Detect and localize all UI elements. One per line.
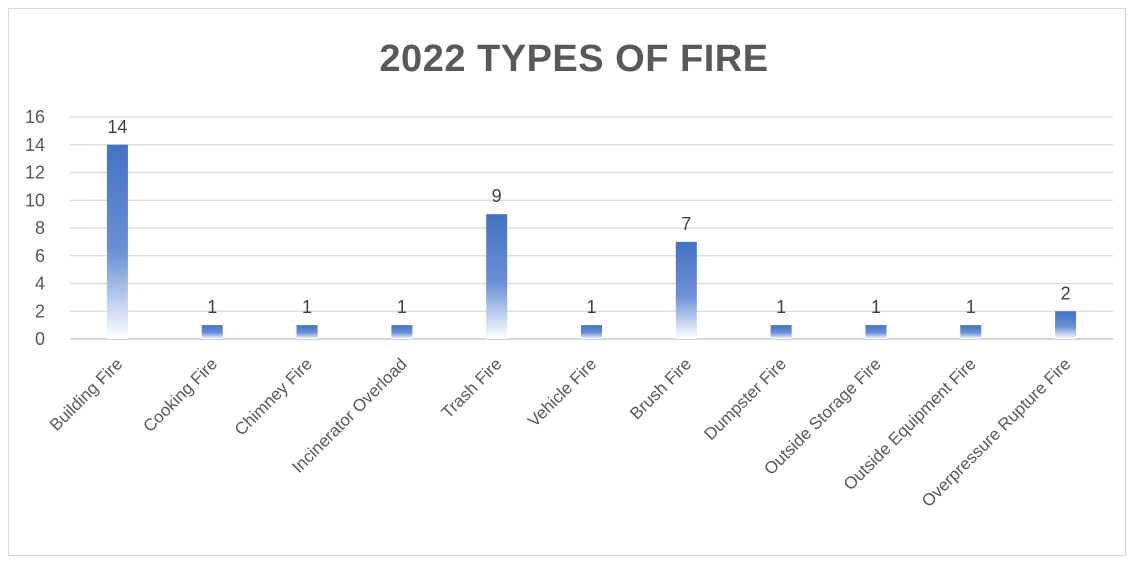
bar [1055,311,1077,339]
bar [960,325,982,339]
bar [675,241,697,339]
bars [106,144,1077,339]
y-tick-label: 4 [35,274,45,294]
x-axis-categories: Building Fire Cooking Fire Chimney FireInc… [46,354,1074,510]
bar [296,325,318,339]
bar [770,325,792,339]
x-tick-label: Building Fire [46,354,126,434]
data-label: 1 [776,297,786,317]
y-tick-label: 10 [25,190,45,210]
data-label: 1 [966,297,976,317]
bar [486,214,508,339]
data-label: 1 [207,297,217,317]
bar [581,325,602,339]
x-tick-label: Trash Fire [438,354,506,422]
x-tick-label: Vehicle Fire [524,354,600,430]
x-tick-label: Cooking Fire [139,354,221,436]
bar [106,144,128,339]
chart-title: 2022 TYPES OF FIRE [379,38,769,80]
y-tick-label: 8 [35,218,45,238]
y-tick-label: 16 [25,107,45,127]
y-tick-label: 14 [25,135,45,155]
y-tick-label: 12 [25,163,45,183]
x-tick-label: Brush Fire [626,354,695,423]
gridlines [70,116,1113,340]
data-label: 2 [1061,283,1071,303]
bar [391,325,413,339]
y-tick-label: 6 [35,246,45,266]
data-label: 1 [302,297,312,317]
data-label: 14 [107,117,127,137]
data-label: 1 [871,297,881,317]
y-tick-label: 2 [35,301,45,321]
data-label: 7 [681,214,691,234]
bar [201,325,223,339]
data-label: 1 [586,297,596,317]
data-label: 1 [397,297,407,317]
chart-frame [8,8,1126,556]
data-label: 9 [492,186,502,206]
y-tick-label: 0 [35,329,45,349]
x-tick-label: Chimney Fire [231,354,316,439]
y-axis-ticks: 0 2 4 6 8 10 12 14 16 [25,107,45,349]
x-tick-label: Dumpster Fire [700,354,790,444]
bar [865,325,887,339]
